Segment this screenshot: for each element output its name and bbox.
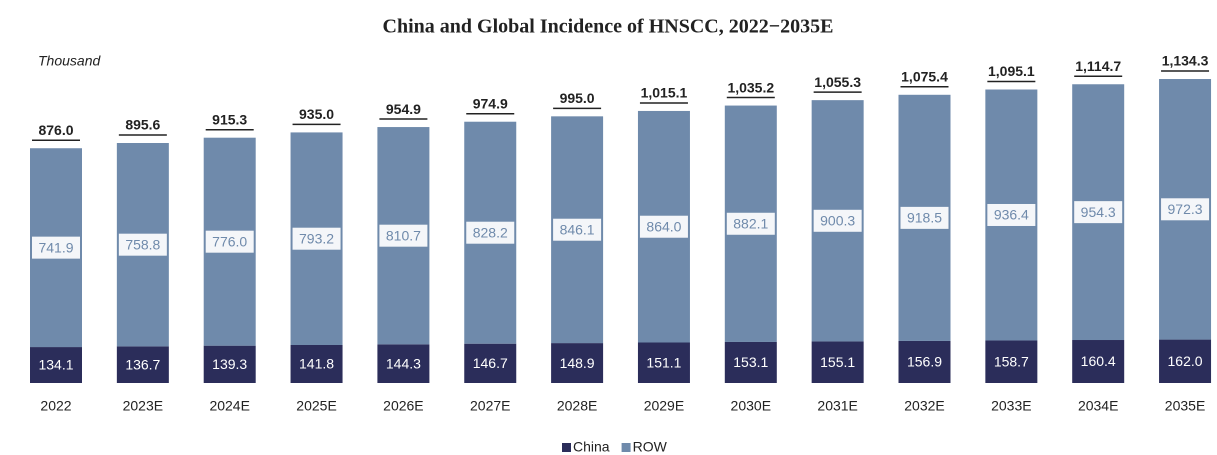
total-label: 995.0: [560, 90, 595, 106]
bar-segment: [1072, 340, 1125, 383]
x-tick-label: 2022: [40, 398, 71, 414]
data-label-box: [726, 212, 775, 235]
total-label: 915.3: [212, 111, 247, 127]
x-tick-label: 2025E: [296, 398, 336, 414]
total-label: 974.9: [473, 95, 508, 111]
data-label-box: [118, 233, 167, 256]
bar-segment: [203, 345, 256, 383]
data-label: 146.7: [473, 355, 508, 371]
data-label-box: [987, 203, 1036, 226]
total-label: 935.0: [299, 106, 334, 122]
data-label: 864.0: [646, 218, 681, 234]
data-label-box: [379, 224, 428, 247]
data-label: 158.7: [994, 353, 1029, 369]
x-tick-label: 2032E: [904, 398, 944, 414]
y-axis-label: Thousand: [38, 53, 101, 69]
x-tick-label: 2029E: [644, 398, 684, 414]
x-tick-label: 2031E: [817, 398, 857, 414]
x-tick-label: 2034E: [1078, 398, 1118, 414]
x-tick-label: 2028E: [557, 398, 597, 414]
data-label: 828.2: [473, 224, 508, 240]
x-tick-label: 2026E: [383, 398, 423, 414]
data-label: 810.7: [386, 227, 421, 243]
data-label: 900.3: [820, 212, 855, 228]
data-label: 972.3: [1168, 201, 1203, 217]
x-tick-label: 2023E: [123, 398, 163, 414]
total-label: 1,134.3: [1162, 53, 1209, 69]
data-label: 156.9: [907, 354, 942, 370]
data-label: 144.3: [386, 355, 421, 371]
data-label-box: [553, 218, 602, 241]
data-label: 741.9: [38, 239, 73, 255]
data-label-box: [466, 221, 515, 244]
bar-segment: [985, 340, 1038, 383]
data-label: 160.4: [1081, 353, 1116, 369]
total-label: 1,035.2: [727, 79, 774, 95]
data-label: 758.8: [125, 236, 160, 252]
bar-segment: [811, 341, 864, 383]
total-label: 895.6: [125, 117, 160, 133]
chart-title: China and Global Incidence of HNSCC, 202…: [383, 16, 834, 38]
data-label: 134.1: [38, 357, 73, 373]
legend-swatch: [562, 443, 571, 452]
bar-segment: [290, 344, 343, 383]
bar-segment: [898, 340, 951, 383]
bar-segment: [637, 342, 690, 383]
data-label: 162.0: [1168, 353, 1203, 369]
data-label: 151.1: [646, 354, 681, 370]
data-label: 936.4: [994, 207, 1029, 223]
data-label-box: [205, 230, 254, 253]
data-label: 153.1: [733, 354, 768, 370]
data-label: 141.8: [299, 356, 334, 372]
total-label: 1,075.4: [901, 68, 948, 84]
bar-segment: [116, 346, 169, 383]
x-tick-label: 2030E: [731, 398, 771, 414]
data-label-box: [900, 206, 949, 229]
data-label: 882.1: [733, 215, 768, 231]
legend-swatch: [621, 443, 631, 452]
data-label: 918.5: [907, 210, 942, 226]
data-label: 136.7: [125, 356, 160, 372]
bar-segment: [377, 344, 430, 383]
legend-label: ROW: [633, 439, 668, 455]
total-label: 876.0: [38, 122, 73, 138]
data-label: 139.3: [212, 356, 247, 372]
total-label: 1,015.1: [641, 85, 688, 101]
x-tick-label: 2024E: [209, 398, 249, 414]
data-label: 148.9: [560, 355, 595, 371]
data-label-box: [1161, 198, 1210, 221]
bar-segment: [724, 341, 777, 383]
data-label-box: [813, 209, 862, 232]
data-label: 776.0: [212, 233, 247, 249]
data-label-box: [32, 236, 80, 259]
total-label: 1,114.7: [1075, 58, 1121, 74]
data-label-box: [292, 227, 341, 250]
bar-segment: [30, 347, 82, 383]
total-label: 1,095.1: [988, 63, 1035, 79]
legend-label: China: [573, 439, 610, 455]
data-label: 793.2: [299, 230, 334, 246]
bar-segment: [551, 343, 604, 383]
x-tick-label: 2035E: [1165, 398, 1205, 414]
total-label: 1,055.3: [814, 74, 861, 90]
x-tick-label: 2033E: [991, 398, 1031, 414]
bar-segment: [1159, 339, 1212, 383]
data-label: 846.1: [560, 221, 595, 237]
data-label: 155.1: [820, 354, 855, 370]
x-tick-label: 2027E: [470, 398, 510, 414]
data-label-box: [1074, 201, 1123, 224]
data-label: 954.3: [1081, 204, 1116, 220]
total-label: 954.9: [386, 101, 421, 117]
bar-segment: [464, 343, 517, 383]
data-label-box: [639, 215, 688, 238]
